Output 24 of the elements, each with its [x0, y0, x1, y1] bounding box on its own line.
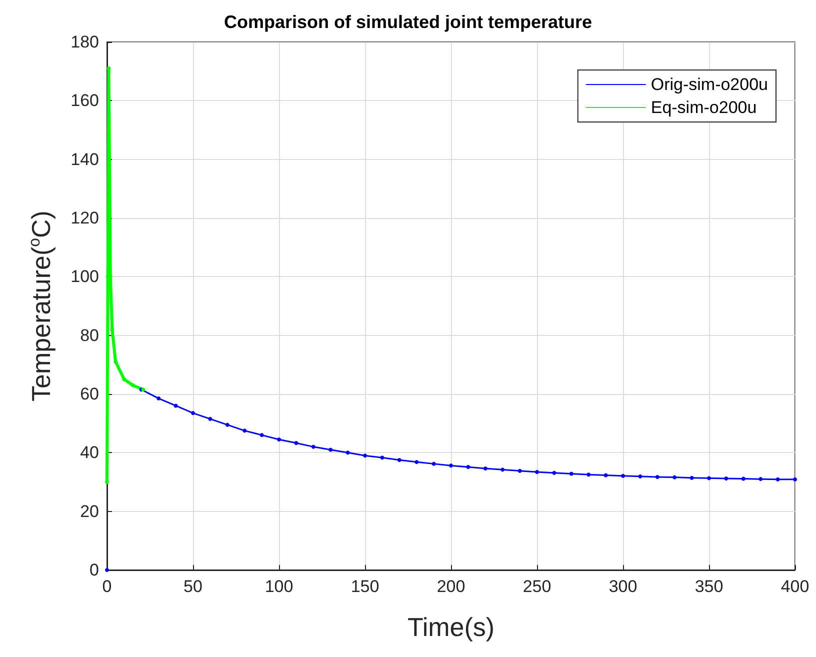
y-tick-label: 20: [80, 502, 99, 521]
y-tick-label: 140: [70, 150, 99, 169]
y-axis-title: Temperature(oC): [26, 210, 56, 402]
x-tick-label: 50: [184, 577, 202, 596]
y-tick-label: 160: [70, 91, 99, 110]
y-tick-label: 0: [90, 560, 99, 580]
x-tick-label: 300: [608, 577, 638, 596]
legend-label: Orig-sim-o200u: [650, 75, 768, 94]
x-tick-label: 350: [694, 577, 724, 596]
x-tick-label: 250: [522, 577, 552, 596]
chart-title: Comparison of simulated joint temperature: [224, 12, 592, 32]
y-tick-label: 100: [70, 267, 99, 286]
x-axis-title: Time(s): [407, 612, 495, 642]
y-tick-label: 180: [70, 32, 99, 52]
x-tick-label: 400: [780, 577, 810, 596]
y-tick-label: 60: [80, 384, 99, 404]
x-tick-label: 200: [436, 577, 466, 596]
y-tick-label: 80: [80, 326, 99, 345]
y-tick-label: 40: [80, 443, 99, 462]
x-tick-label: 150: [350, 577, 380, 596]
y-tick-label: 120: [70, 208, 99, 228]
legend-label: Eq-sim-o200u: [650, 98, 757, 117]
x-tick-label: 100: [264, 577, 294, 596]
x-tick-label: 0: [102, 577, 112, 596]
